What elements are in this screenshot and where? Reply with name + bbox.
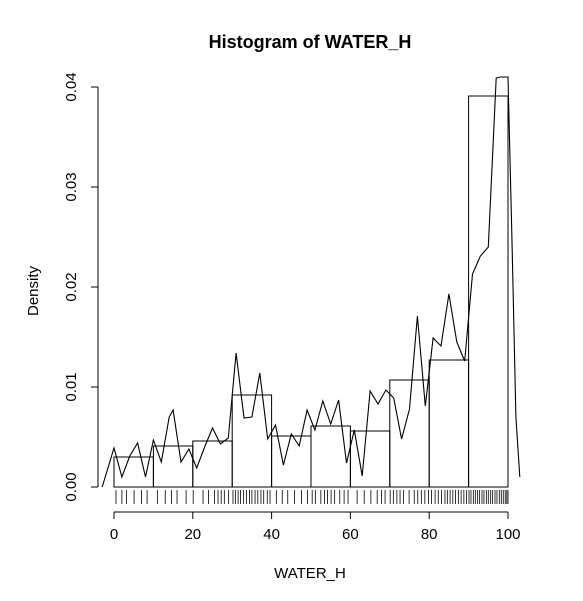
histogram-bars bbox=[113, 95, 509, 488]
x-tick-label: 80 bbox=[421, 526, 438, 543]
x-axis-label: WATER_H bbox=[274, 565, 346, 582]
histogram-bar bbox=[428, 359, 470, 488]
y-tick-label: 0.02 bbox=[63, 272, 80, 301]
rug-marks bbox=[115, 490, 509, 504]
x-tick-label: 40 bbox=[263, 526, 280, 543]
histogram-bar bbox=[468, 95, 509, 488]
histogram-bar bbox=[113, 456, 154, 488]
density-curve bbox=[101, 76, 521, 488]
x-axis: 0 20 40 60 80 100 bbox=[110, 511, 521, 543]
x-tick-label: 20 bbox=[184, 526, 201, 543]
x-tick-label: 100 bbox=[495, 526, 520, 543]
y-axis-label: Density bbox=[25, 265, 42, 316]
histogram-bar bbox=[231, 394, 273, 488]
x-tick-label: 60 bbox=[342, 526, 359, 543]
y-tick-label: 0.01 bbox=[63, 372, 80, 401]
histogram-bar bbox=[310, 425, 351, 488]
chart-title: Histogram of WATER_H bbox=[209, 32, 412, 52]
histogram-bar bbox=[389, 379, 430, 488]
x-tick-label: 0 bbox=[110, 526, 118, 543]
histogram-bar bbox=[271, 435, 312, 488]
y-tick-label: 0.00 bbox=[63, 472, 80, 501]
y-tick-label: 0.04 bbox=[63, 72, 80, 101]
y-tick-label: 0.03 bbox=[63, 172, 80, 201]
y-axis: 0.00 0.01 0.02 0.03 0.04 bbox=[63, 72, 99, 502]
